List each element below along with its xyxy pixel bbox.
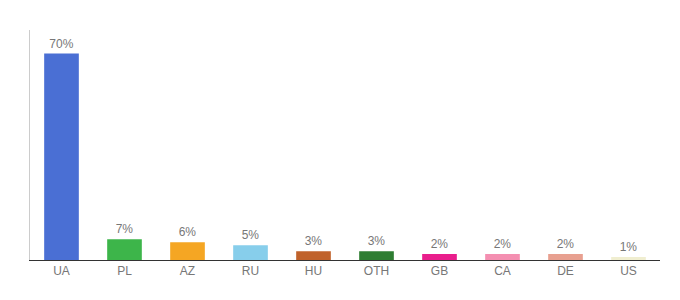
svg-text:RU: RU (242, 264, 259, 278)
svg-text:GB: GB (431, 264, 448, 278)
svg-text:70%: 70% (49, 37, 73, 51)
svg-text:OTH: OTH (364, 264, 389, 278)
svg-text:US: US (620, 264, 637, 278)
svg-text:HU: HU (305, 264, 322, 278)
svg-text:6%: 6% (179, 225, 197, 239)
svg-text:2%: 2% (494, 237, 512, 251)
svg-text:AZ: AZ (180, 264, 195, 278)
svg-text:2%: 2% (431, 237, 449, 251)
svg-text:DE: DE (557, 264, 574, 278)
svg-text:UA: UA (53, 264, 70, 278)
svg-text:PL: PL (117, 264, 132, 278)
svg-text:5%: 5% (242, 228, 260, 242)
svg-text:7%: 7% (116, 222, 134, 236)
svg-text:1%: 1% (620, 240, 638, 254)
svg-text:2%: 2% (557, 237, 575, 251)
svg-text:3%: 3% (305, 234, 323, 248)
svg-text:3%: 3% (368, 234, 386, 248)
svg-text:CA: CA (494, 264, 511, 278)
